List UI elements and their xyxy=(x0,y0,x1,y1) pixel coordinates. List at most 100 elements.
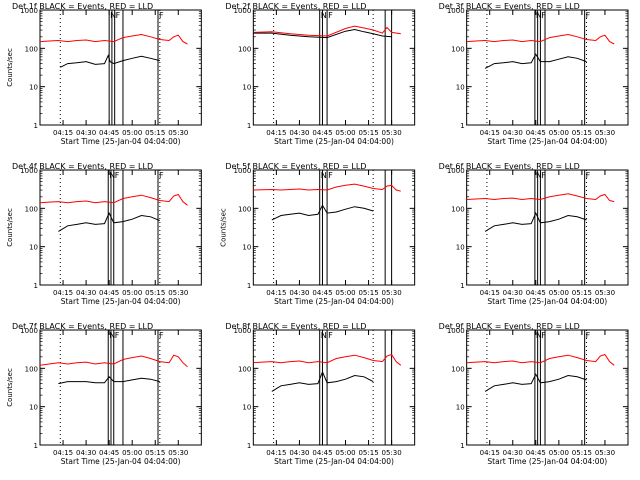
y-tick-label: 100 xyxy=(451,205,464,213)
x-tick-label: 04:30 xyxy=(289,289,309,297)
x-tick-label: 05:30 xyxy=(168,289,188,297)
event-marker-label: F xyxy=(116,11,121,20)
y-tick-label: 100 xyxy=(451,45,464,53)
events-series-line xyxy=(484,211,587,232)
x-axis-label: Start Time (25-Jan-04 04:04:00) xyxy=(487,457,607,466)
y-tick-label: 1000 xyxy=(20,7,38,15)
y-tick-label: 1000 xyxy=(20,327,38,335)
y-tick-label: 100 xyxy=(451,365,464,373)
y-axis-label: Counts/sec xyxy=(6,368,14,407)
panel-title: Det 6f BLACK = Events, RED = LLD xyxy=(439,162,580,171)
x-tick-label: 04:45 xyxy=(526,289,546,297)
x-tick-label: 05:30 xyxy=(595,129,615,137)
lld-series-line xyxy=(39,354,188,368)
x-tick-label: 05:30 xyxy=(168,129,188,137)
y-axis-label: Counts/sec xyxy=(219,208,227,247)
x-tick-label: 05:00 xyxy=(122,449,142,457)
y-tick-label: 1000 xyxy=(447,167,465,175)
event-marker-label: F xyxy=(586,11,591,20)
event-marker-label: F xyxy=(328,331,333,340)
panel-title: Det 7f BLACK = Events, RED = LLD xyxy=(12,322,153,331)
event-marker-label: F xyxy=(541,331,546,340)
events-series-line xyxy=(484,53,587,69)
lld-series-line xyxy=(39,193,188,206)
x-axis-label: Start Time (25-Jan-04 04:04:00) xyxy=(61,297,181,306)
x-tick-label: 04:15 xyxy=(53,449,73,457)
x-tick-label: 05:00 xyxy=(335,129,355,137)
x-tick-label: 04:45 xyxy=(526,449,546,457)
y-tick-label: 1000 xyxy=(234,7,252,15)
event-marker-label: N xyxy=(110,11,116,20)
x-tick-label: 04:30 xyxy=(289,449,309,457)
panel-title: Det 3f BLACK = Events, RED = LLD xyxy=(439,2,580,11)
event-marker-label: N xyxy=(536,11,542,20)
x-tick-label: 04:30 xyxy=(76,289,96,297)
x-axis-label: Start Time (25-Jan-04 04:04:00) xyxy=(274,297,394,306)
events-series-line xyxy=(60,54,160,68)
event-marker-label: N xyxy=(536,171,542,180)
lld-series-line xyxy=(466,353,615,366)
x-tick-label: 05:15 xyxy=(145,449,165,457)
x-tick-label: 04:30 xyxy=(76,449,96,457)
x-tick-label: 05:15 xyxy=(145,289,165,297)
y-tick-label: 1000 xyxy=(447,7,465,15)
y-tick-label: 1 xyxy=(247,442,251,450)
x-axis-label: Start Time (25-Jan-04 04:04:00) xyxy=(274,457,394,466)
x-tick-label: 05:00 xyxy=(549,449,569,457)
y-tick-label: 100 xyxy=(238,365,251,373)
x-tick-label: 05:15 xyxy=(572,449,592,457)
event-marker-label: N xyxy=(321,171,327,180)
panel-4: Det 4f BLACK = Events, RED = LLD 1 10 100 10… xyxy=(6,162,202,306)
x-tick-label: 04:45 xyxy=(99,449,119,457)
x-tick-label: 04:15 xyxy=(480,289,500,297)
y-tick-label: 100 xyxy=(238,205,251,213)
x-axis-label: Start Time (25-Jan-04 04:04:00) xyxy=(487,137,607,146)
y-tick-label: 10 xyxy=(29,244,38,252)
x-tick-label: 05:00 xyxy=(549,289,569,297)
x-tick-label: 04:30 xyxy=(289,129,309,137)
x-tick-label: 04:45 xyxy=(312,129,332,137)
panel-7: Det 7f BLACK = Events, RED = LLD 1 10 100 10… xyxy=(6,322,202,466)
x-tick-label: 04:15 xyxy=(480,129,500,137)
x-tick-label: 05:15 xyxy=(145,129,165,137)
y-tick-label: 1 xyxy=(247,282,251,290)
x-tick-label: 04:45 xyxy=(99,129,119,137)
y-tick-label: 1 xyxy=(460,122,464,130)
y-tick-label: 10 xyxy=(456,404,465,412)
event-marker-label: N xyxy=(109,331,115,340)
plot-frame xyxy=(252,169,416,286)
x-tick-label: 04:45 xyxy=(526,129,546,137)
x-tick-label: 05:30 xyxy=(595,449,615,457)
y-tick-label: 10 xyxy=(456,84,465,92)
x-axis-label: Start Time (25-Jan-04 04:04:00) xyxy=(61,137,181,146)
event-marker-label: F xyxy=(328,11,333,20)
event-marker-label: F xyxy=(115,331,120,340)
x-tick-label: 05:00 xyxy=(335,449,355,457)
y-tick-label: 100 xyxy=(238,45,251,53)
y-tick-label: 100 xyxy=(25,205,38,213)
x-tick-label: 05:15 xyxy=(358,129,378,137)
event-marker-label: F xyxy=(586,171,591,180)
event-marker-label: N xyxy=(321,331,327,340)
x-axis-label: Start Time (25-Jan-04 04:04:00) xyxy=(274,137,394,146)
panel-title: Det 2f BLACK = Events, RED = LLD xyxy=(225,2,366,11)
event-marker-label: N xyxy=(109,171,115,180)
x-tick-label: 04:15 xyxy=(266,449,286,457)
x-tick-label: 04:15 xyxy=(266,129,286,137)
y-tick-label: 1 xyxy=(460,282,464,290)
y-tick-label: 1 xyxy=(247,122,251,130)
event-marker-label: F xyxy=(328,171,333,180)
x-tick-label: 04:30 xyxy=(503,289,523,297)
event-marker-label: N xyxy=(321,11,327,20)
plot-frame xyxy=(39,329,202,446)
panel-title: Det 4f BLACK = Events, RED = LLD xyxy=(12,162,153,171)
x-axis-label: Start Time (25-Jan-04 04:04:00) xyxy=(61,457,181,466)
y-tick-label: 1 xyxy=(34,442,38,450)
x-tick-label: 04:15 xyxy=(266,289,286,297)
lld-series-line xyxy=(466,193,615,203)
plot-frame xyxy=(252,9,416,126)
event-marker-label: F xyxy=(159,171,164,180)
y-tick-label: 1 xyxy=(460,442,464,450)
lld-series-line xyxy=(253,25,401,37)
events-series-line xyxy=(271,204,374,221)
